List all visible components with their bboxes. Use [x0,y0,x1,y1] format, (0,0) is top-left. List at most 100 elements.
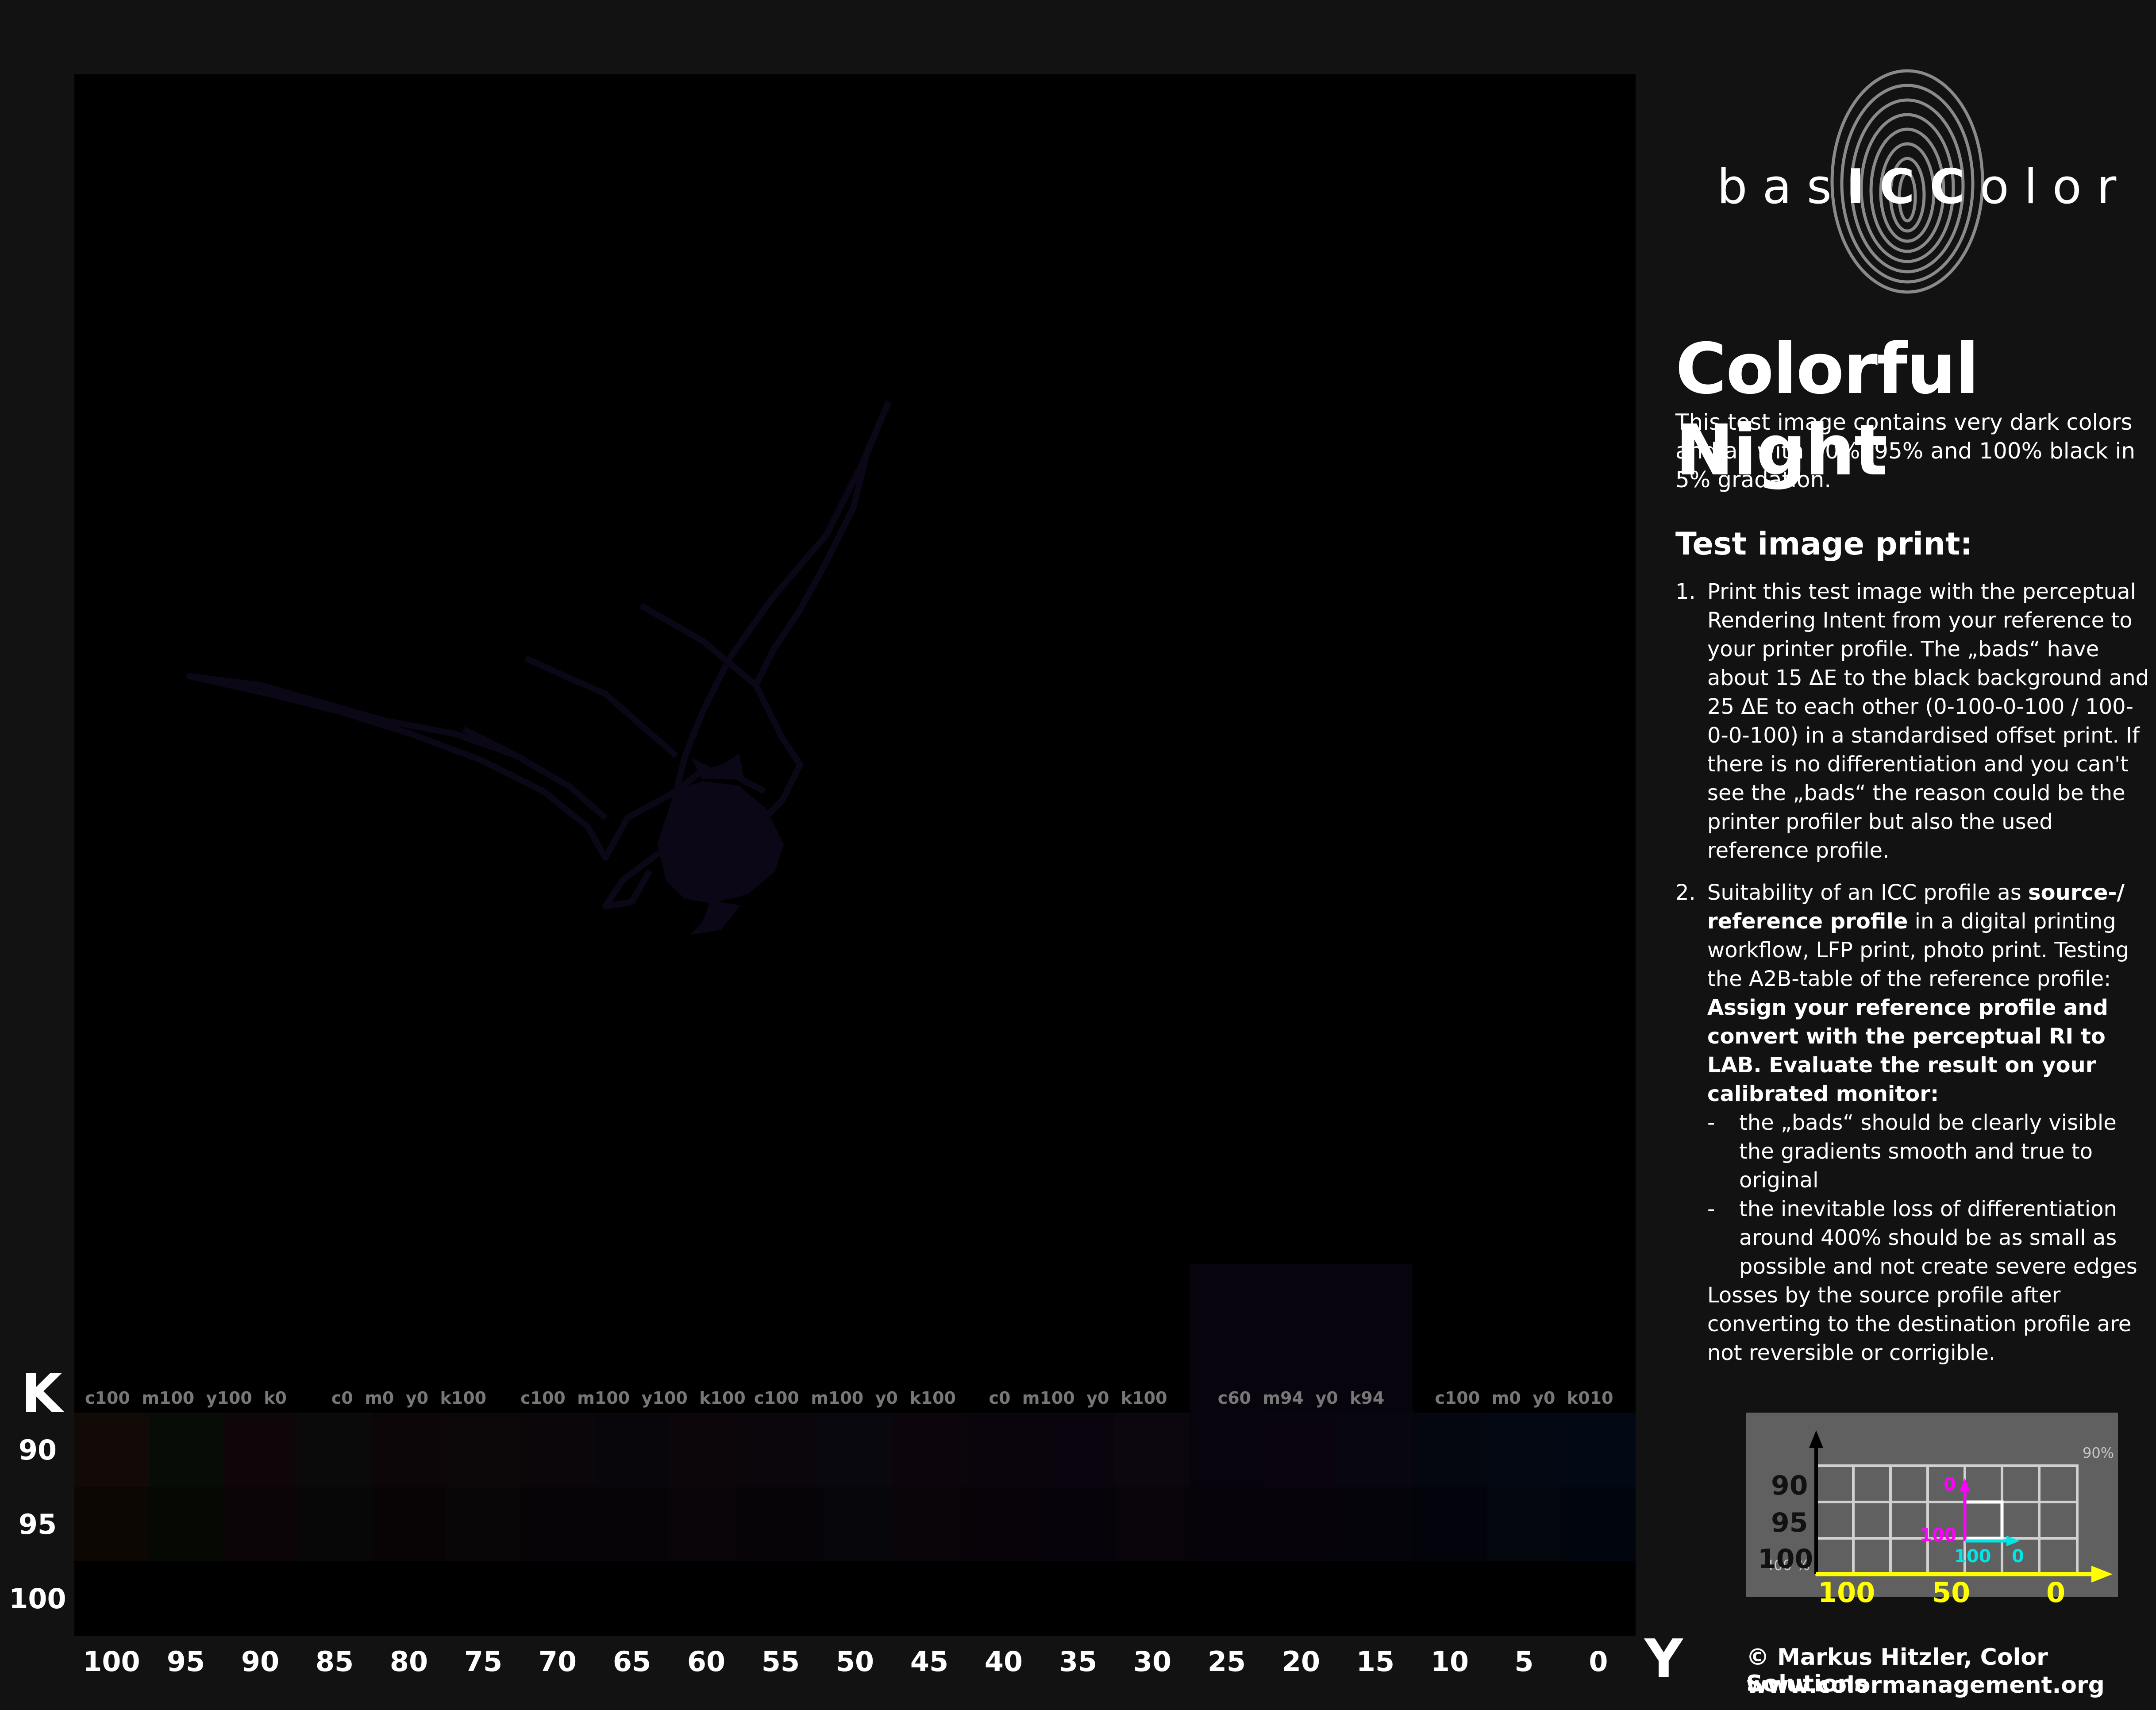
bullet-dash: - [1707,1197,1715,1221]
color-patch [818,1561,892,1636]
color-patch [595,1487,669,1561]
color-patch [223,1487,297,1561]
color-patch [1115,1561,1190,1636]
patch-label: c100 m0 y0 k010 [1435,1388,1613,1408]
bullet-item: - the inevitable loss of differentiation … [1707,1195,2154,1281]
color-patch [1561,1487,1636,1561]
color-patch [669,1487,743,1561]
patch-label: c100 m100 y100 k100 [520,1388,746,1408]
y-axis-label: 95 [166,1645,205,1678]
color-patch [1264,1561,1338,1636]
color-patch [1561,1561,1636,1636]
y-axis-label: 15 [1356,1645,1395,1678]
y-axis-label: 55 [761,1645,800,1678]
k-axis-label: 100 [9,1583,66,1615]
color-patch [74,1561,149,1636]
color-patch [1190,1413,1264,1487]
legend-k-label: 90 [1771,1470,1808,1501]
y-axis-label: 100 [83,1645,140,1678]
color-patch [1487,1561,1561,1636]
color-patch [520,1561,595,1636]
list-text-bold: source-/ reference profile [1707,880,2125,934]
color-patch [446,1413,520,1487]
y-axis-label: 45 [910,1645,949,1678]
color-patch [743,1487,818,1561]
patch-label: c100 m100 y100 k0 [85,1388,287,1408]
logo-text-part: olor [1979,159,2132,215]
bullet-text: the inevitable loss of differentiation a… [1739,1197,2137,1279]
k-axis-letter: K [21,1363,62,1425]
y-axis-label: 40 [984,1645,1023,1678]
y-axis-label: 50 [835,1645,874,1678]
color-patch [372,1487,446,1561]
bat-silhouette [186,401,892,935]
website-link[interactable]: www.colormanagement.org [1746,1672,2105,1698]
color-patch [297,1561,372,1636]
patch-label: c0 m100 y0 k100 [989,1388,1167,1408]
color-patch [595,1561,669,1636]
bullet-item: - the „bads“ should be clearly visible th… [1707,1109,2154,1195]
color-patch [669,1561,743,1636]
patch-label: c0 m0 y0 k100 [331,1388,487,1408]
legend-k-label: 100 [1758,1544,1813,1575]
color-patch [149,1413,223,1487]
fingerprint-logo [1830,69,1984,294]
logo-text-part: bas [1717,159,1847,215]
page-title: Colorful Night [1675,328,1979,491]
color-patch [1487,1487,1561,1561]
highlight-patch [1190,1264,1413,1413]
color-patch [74,1487,149,1561]
y-axis-label: 25 [1207,1645,1246,1678]
color-patch [1561,1413,1636,1487]
color-patch [966,1487,1041,1561]
y-axis-label: 20 [1282,1645,1321,1678]
patch-label: c100 m100 y0 k100 [754,1388,956,1408]
color-patch [818,1487,892,1561]
y-axis-label: 10 [1430,1645,1469,1678]
list-text: Suitability of an ICC profile as source-… [1707,878,2154,1367]
y-axis-label: 75 [464,1645,503,1678]
copyright-text: © Markus Hitzler, Color Solutions [1746,1644,2048,1697]
test-image-area [74,74,1636,1636]
color-patch [446,1561,520,1636]
color-patch [520,1487,595,1561]
color-patch [1264,1487,1338,1561]
y-axis-label: 80 [389,1645,428,1678]
patch-label: c60 m94 y0 k94 [1217,1388,1385,1408]
legend-magenta-0: 0 [1944,1475,1956,1495]
patch-grid [74,1413,1636,1636]
legend-x-label: 0 [2046,1576,2066,1609]
y-axis-label: 70 [538,1645,577,1678]
k-axis-label: 95 [18,1508,57,1541]
y-axis-label: 90 [241,1645,280,1678]
y-axis-label: 65 [612,1645,651,1678]
color-patch [1264,1413,1338,1487]
legend-graphic [1809,1430,2113,1583]
bullet-dash: - [1707,1110,1715,1135]
legend-diagram: 90% 400 % 90 95 100 100 50 0 0 100 100 0 [1746,1413,2118,1609]
color-patch [1041,1487,1115,1561]
legend-pct400: 400 % [1765,1557,1810,1574]
color-patch [743,1413,818,1487]
color-patch [892,1561,966,1636]
color-patch [520,1413,595,1487]
color-patch [446,1487,520,1561]
list-text: Print this test image with the perceptua… [1707,579,2149,863]
bullet-text: the „bads“ should be clearly visible the… [1739,1110,2117,1193]
color-patch [1115,1413,1190,1487]
y-axis-label: 60 [687,1645,726,1678]
color-patch [1338,1413,1413,1487]
list-text-bold: Assign your reference profile and conver… [1707,995,2108,1106]
list-text-part: in a digital printing workflow, LFP prin… [1707,909,2129,991]
logo-text-bold: ICC [1847,159,1980,215]
legend-magenta-100: 100 [1920,1525,1957,1545]
color-patch [372,1413,446,1487]
y-axis-label: 85 [315,1645,354,1678]
y-axis-label: 5 [1514,1645,1534,1678]
y-axis-letter: Y [1644,1629,1683,1690]
intro-text: This test image contains very dark color… [1675,409,2136,493]
color-patch [1487,1413,1561,1487]
legend-pct90: 90% [2083,1444,2114,1461]
k-axis-label: 90 [18,1434,57,1466]
color-patch [149,1487,223,1561]
